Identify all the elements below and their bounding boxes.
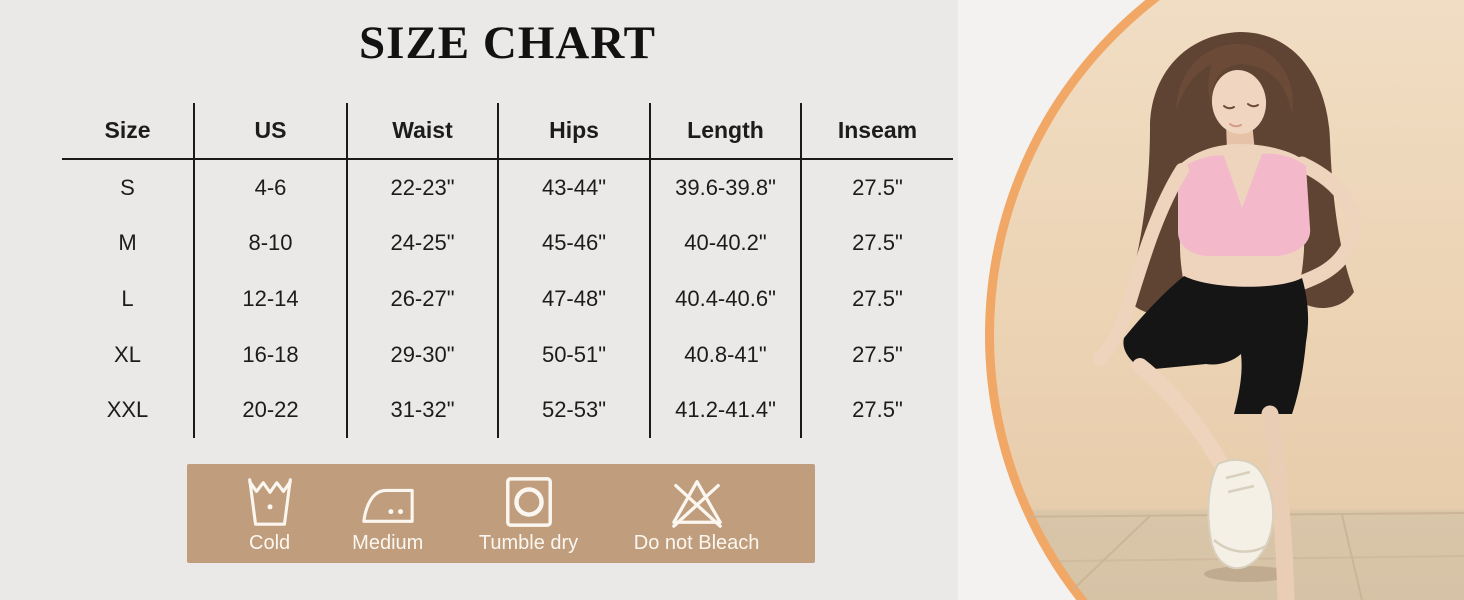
care-item-label: Tumble dry bbox=[478, 532, 579, 554]
table-cell: 27.5" bbox=[852, 230, 903, 256]
table-cell: S bbox=[62, 160, 195, 216]
column-header-size: Size bbox=[62, 103, 195, 160]
table-cell: 45-46" bbox=[499, 215, 651, 272]
care-item-label: Do not Bleach bbox=[633, 532, 760, 554]
model-bent-leg bbox=[1132, 358, 1228, 470]
column-header-hips: Hips bbox=[499, 103, 651, 160]
model-sports-bra bbox=[1178, 153, 1311, 256]
page-title: SIZE CHART bbox=[359, 17, 656, 69]
column-header-us: US bbox=[195, 103, 348, 160]
size-table: Size US Waist Hips Length Inseam S 4-6 2… bbox=[62, 103, 953, 438]
floor-shadow bbox=[1204, 566, 1292, 582]
wash-cold-icon bbox=[243, 474, 297, 530]
table-cell: 20-22 bbox=[195, 382, 348, 438]
table-cell: 47-48" bbox=[499, 271, 651, 327]
table-cell: 24-25" bbox=[348, 215, 499, 272]
table-cell: 52-53" bbox=[499, 382, 651, 438]
iron-medium-icon bbox=[359, 474, 417, 530]
table-cell: 8-10 bbox=[195, 215, 348, 272]
model-illustration bbox=[989, 32, 1464, 600]
table-cell: 27.5" bbox=[852, 174, 903, 200]
table-cell: XL bbox=[62, 326, 195, 383]
table-cell: 50-51" bbox=[499, 326, 651, 383]
care-item-iron-medium: Medium bbox=[352, 474, 423, 553]
table-cell: L bbox=[62, 271, 195, 327]
care-instructions-bar: Cold Medium Tumble dry bbox=[187, 464, 815, 563]
do-not-bleach-icon bbox=[668, 474, 726, 530]
model-face bbox=[1211, 70, 1267, 134]
care-item-wash-cold: Cold bbox=[243, 474, 297, 553]
column-header-length: Length bbox=[651, 103, 802, 160]
table-cell: 29-30" bbox=[348, 326, 499, 383]
model-standing-leg bbox=[1261, 405, 1295, 600]
model-hair-front bbox=[1176, 44, 1293, 114]
model-sneaker bbox=[1207, 458, 1275, 570]
table-cell: 41.2-41.4" bbox=[651, 382, 802, 438]
model-arm-akimbo bbox=[1290, 156, 1362, 292]
table-cell: 43-44" bbox=[499, 160, 651, 216]
table-cell: 12-14 bbox=[195, 271, 348, 327]
table-cell: 27.5" bbox=[852, 285, 903, 311]
care-item-do-not-bleach: Do not Bleach bbox=[633, 474, 760, 554]
table-cell: XXL bbox=[62, 382, 195, 438]
column-header-inseam: Inseam bbox=[802, 103, 953, 160]
care-item-label: Medium bbox=[352, 532, 424, 554]
table-cell: 22-23" bbox=[348, 160, 499, 216]
table-cell: 27.5" bbox=[852, 341, 903, 367]
column-header-waist: Waist bbox=[348, 103, 499, 160]
table-cell: 4-6 bbox=[195, 160, 348, 216]
model-biker-shorts bbox=[1123, 276, 1309, 414]
care-item-label: Cold bbox=[249, 532, 291, 554]
table-cell: 16-18 bbox=[195, 326, 348, 383]
table-cell: 26-27" bbox=[348, 271, 499, 327]
table-cell: 40.8-41" bbox=[651, 326, 802, 383]
table-cell: 40.4-40.6" bbox=[651, 271, 802, 327]
table-cell: M bbox=[62, 215, 195, 272]
model-arm-front bbox=[1093, 163, 1189, 366]
table-cell: 31-32" bbox=[348, 382, 499, 438]
table-cell: 27.5" bbox=[852, 397, 903, 423]
table-cell: 39.6-39.8" bbox=[651, 160, 802, 216]
table-cell: 40-40.2" bbox=[651, 215, 802, 272]
tumble-dry-icon bbox=[502, 474, 556, 530]
model-photo bbox=[988, 0, 1464, 600]
care-item-tumble-dry: Tumble dry bbox=[479, 474, 578, 553]
